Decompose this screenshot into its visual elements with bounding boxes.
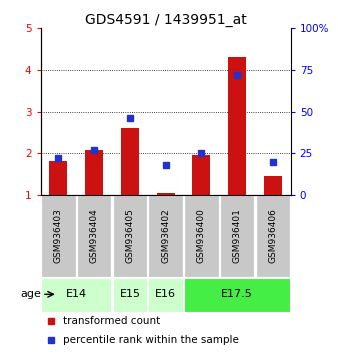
Bar	[41, 195, 76, 276]
Bar	[184, 278, 290, 312]
Bar	[220, 195, 254, 276]
Text: E17.5: E17.5	[221, 289, 253, 299]
Bar	[49, 161, 67, 195]
Bar	[148, 278, 183, 312]
Bar	[148, 195, 183, 276]
Text: GSM936403: GSM936403	[54, 209, 63, 263]
Text: age: age	[20, 289, 41, 299]
Text: E14: E14	[66, 289, 87, 299]
Bar	[184, 195, 218, 276]
Text: GSM936405: GSM936405	[125, 209, 135, 263]
Text: percentile rank within the sample: percentile rank within the sample	[63, 335, 239, 344]
Bar	[157, 193, 174, 195]
Text: GSM936406: GSM936406	[268, 209, 277, 263]
Bar	[192, 155, 210, 195]
Bar	[77, 195, 111, 276]
Bar	[264, 176, 282, 195]
Text: E16: E16	[155, 289, 176, 299]
Text: GSM936402: GSM936402	[161, 209, 170, 263]
Bar	[113, 195, 147, 276]
Title: GDS4591 / 1439951_at: GDS4591 / 1439951_at	[85, 13, 246, 27]
Text: E15: E15	[119, 289, 140, 299]
Text: GSM936404: GSM936404	[90, 209, 99, 263]
Text: transformed count: transformed count	[63, 316, 160, 326]
Bar	[228, 57, 246, 195]
Bar	[85, 150, 103, 195]
Bar	[113, 278, 147, 312]
Bar	[121, 129, 139, 195]
Bar	[256, 195, 290, 276]
Bar	[41, 278, 111, 312]
Text: GSM936400: GSM936400	[197, 209, 206, 263]
Text: GSM936401: GSM936401	[233, 209, 242, 263]
